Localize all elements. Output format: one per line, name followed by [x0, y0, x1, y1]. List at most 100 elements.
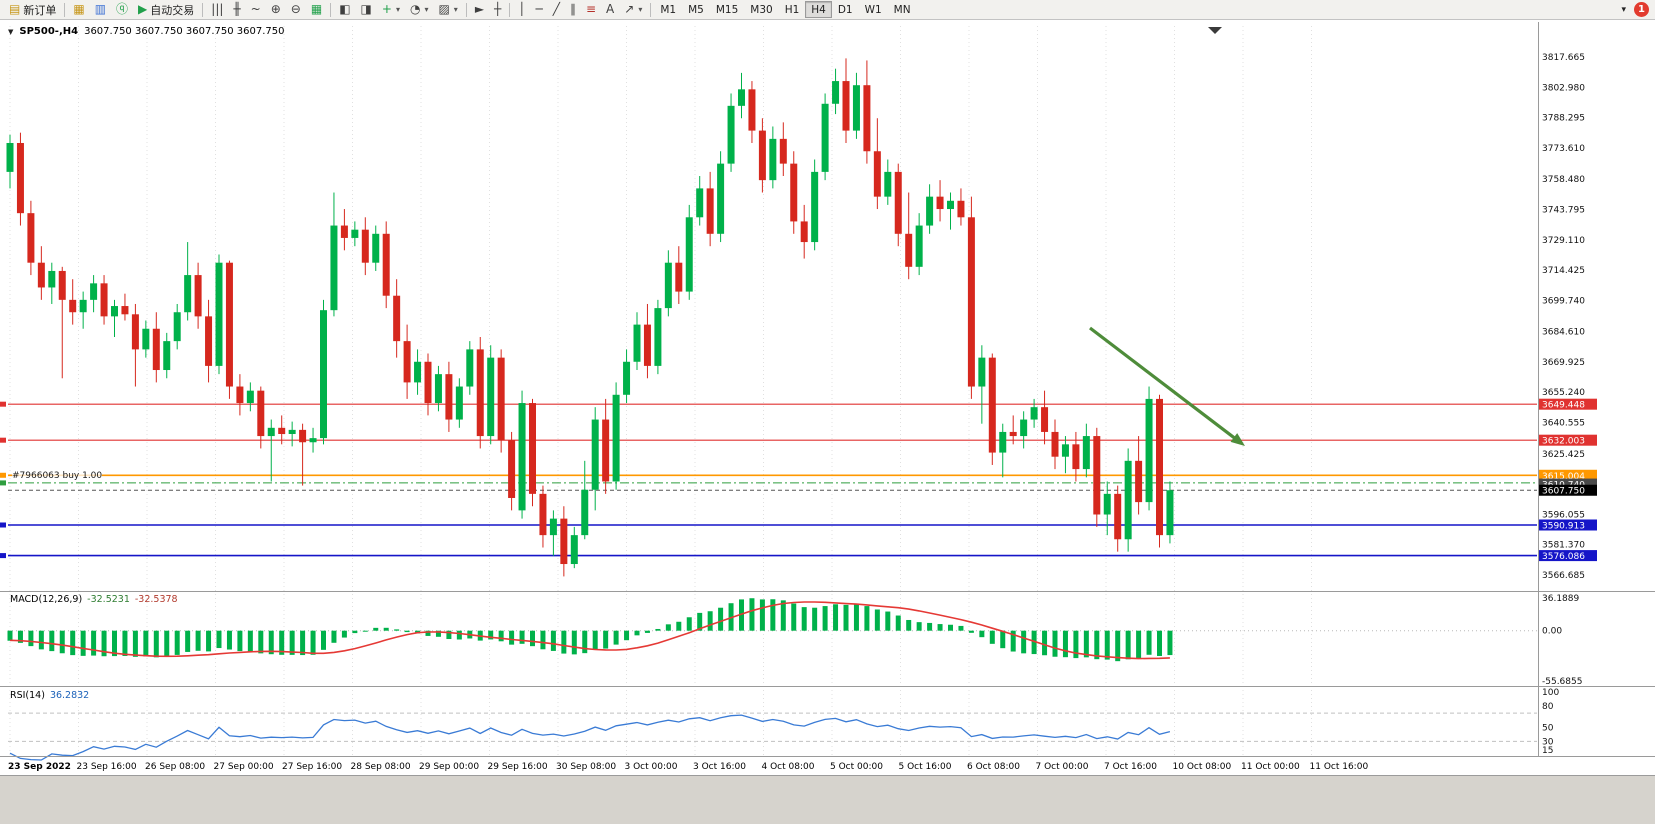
trendline-tool-button[interactable]: ╱: [548, 0, 565, 19]
timeframe-button-m1[interactable]: M1: [660, 3, 677, 16]
candle-body: [675, 262, 683, 292]
price-axis-label: 3640.555: [1542, 419, 1585, 429]
add-indicator-button[interactable]: + ▾: [377, 0, 405, 19]
auto-trading-button-label: 自动交易: [150, 3, 195, 17]
chart-window: 23 Sep 2022 23 Sep 16:00 26 Sep 08:00 27 Se…: [0, 20, 1655, 775]
time-axis-label: 29 Sep 00:00: [419, 762, 479, 772]
channel-tool-button[interactable]: ∥: [565, 0, 581, 19]
new-order-button[interactable]: ▤ 新订单: [4, 0, 61, 19]
chart-shift-button[interactable]: ◨: [356, 0, 377, 19]
time-axis-label: 10 Oct 08:00: [1173, 762, 1232, 772]
line-chart-mode-button[interactable]: ~: [246, 0, 266, 19]
time-axis-label: 3 Oct 00:00: [625, 762, 678, 772]
candle-body: [16, 142, 24, 214]
macd-histogram-bar: [341, 630, 347, 638]
macd-histogram-bar: [791, 603, 797, 631]
candle-body: [529, 403, 536, 494]
candle-body: [518, 403, 526, 511]
macd-histogram-bar: [770, 599, 776, 631]
chevron-down-icon[interactable]: ▾: [424, 5, 429, 14]
chart-window-icon-button[interactable]: ▦: [68, 0, 89, 19]
cursor-tool-button[interactable]: ►: [470, 0, 489, 19]
blue-support-line-upper-left-marker: [0, 522, 6, 528]
fibonacci-tool-button[interactable]: ≡: [581, 0, 601, 19]
chart-shift-marker[interactable]: [1208, 27, 1222, 34]
timeframe-button-h4[interactable]: H4: [805, 1, 832, 18]
price-tag-3649-448: [1539, 398, 1597, 410]
candle-body: [779, 138, 787, 164]
macd-histogram-bar: [916, 622, 922, 631]
chevron-down-icon[interactable]: ▾: [638, 5, 643, 14]
macd-histogram-bar: [644, 630, 650, 633]
macd-histogram-bar: [697, 612, 703, 631]
candle-body: [152, 328, 160, 371]
chevron-down-icon[interactable]: ▾: [395, 5, 400, 14]
line-chart-mode-icon: ~: [250, 2, 261, 16]
candle-body: [1009, 431, 1017, 437]
timeframe-button-h1[interactable]: H1: [784, 3, 800, 16]
bar-chart-mode-button[interactable]: |||: [206, 0, 228, 19]
auto-trading-button[interactable]: ▶ 自动交易: [133, 0, 199, 19]
chevron-down-icon[interactable]: ▾: [453, 5, 458, 14]
price-axis-label: 3655.240: [1542, 388, 1585, 398]
candle-body: [748, 89, 756, 131]
vertical-line-tool-button[interactable]: │: [513, 0, 530, 19]
candle-body: [131, 314, 139, 350]
market-watch-icon-button[interactable]: ▥: [90, 0, 111, 19]
zoom-out-button[interactable]: ⊖: [286, 0, 306, 19]
time-axis-label: 27 Sep 16:00: [282, 762, 342, 772]
macd-histogram-bar: [958, 625, 964, 631]
toolbar-separator: [650, 2, 652, 17]
macd-histogram-bar: [153, 630, 159, 658]
macd-histogram-bar: [989, 630, 995, 644]
notification-badge[interactable]: 1: [1634, 2, 1649, 17]
price-axis-label: 3566.685: [1542, 571, 1585, 581]
arrows-tool-button[interactable]: ↗ ▾: [619, 0, 647, 19]
macd-histogram-bar: [1042, 630, 1048, 656]
timeframe-button-m5[interactable]: M5: [688, 3, 704, 16]
macd-histogram-bar: [509, 630, 515, 645]
timeframe-button-d1[interactable]: D1: [837, 3, 853, 16]
period-icon: ◔: [409, 2, 421, 16]
candle-body: [361, 229, 369, 263]
auto-scroll-button[interactable]: ◧: [334, 0, 355, 19]
price-axis-label: 3714.425: [1542, 266, 1585, 276]
candle-body: [1145, 398, 1153, 503]
trend-arrow-head[interactable]: [1230, 433, 1245, 446]
candle-body: [915, 225, 923, 267]
metaquotes-language-icon-button[interactable]: ⓠ: [111, 0, 133, 19]
time-axis-label: 5 Oct 00:00: [830, 762, 883, 772]
chart-canvas[interactable]: 23 Sep 2022 23 Sep 16:00 26 Sep 08:00 27 Se…: [0, 20, 1655, 775]
candle-body: [79, 299, 87, 313]
macd-histogram-bar: [310, 630, 316, 655]
template-button[interactable]: ▨ ▾: [433, 0, 462, 19]
macd-histogram-bar: [216, 630, 222, 649]
crosshair-tool-button[interactable]: ┼: [489, 0, 506, 19]
candle-body: [173, 312, 181, 342]
tile-windows-button[interactable]: ▦: [306, 0, 327, 19]
timeframe-button-mn[interactable]: MN: [893, 3, 911, 16]
toolbar-overflow-button[interactable]: ▾: [1621, 4, 1626, 15]
period-button[interactable]: ◔ ▾: [405, 0, 434, 19]
timeframe-button-w1[interactable]: W1: [864, 3, 882, 16]
macd-histogram-bar: [456, 630, 462, 640]
candle-body: [926, 196, 934, 226]
macd-histogram-bar: [1146, 630, 1152, 655]
horizontal-line-tool-button[interactable]: ─: [531, 0, 548, 19]
text-tool-button[interactable]: A: [601, 0, 619, 19]
candle-body: [90, 283, 98, 300]
zoom-in-icon: ⊕: [270, 2, 281, 16]
macd-histogram-bar: [498, 630, 504, 642]
zoom-in-button[interactable]: ⊕: [266, 0, 286, 19]
timeframe-button-m30[interactable]: M30: [750, 3, 773, 16]
macd-histogram-bar: [143, 630, 149, 657]
macd-histogram-bar: [174, 630, 180, 655]
main-toolbar: ▤ 新订单 ▦ ▥ ⓠ ▶ 自动交易 ||| ╫ ~ ⊕ ⊖ ▦ ◧ ◨ + ▾ ◔ ▾ ▨ ▾ ► ┼ │ ─ ╱ ∥ ≡ A ↗ ▾ M1…: [0, 0, 1655, 20]
candle-body: [800, 221, 808, 243]
macd-histogram-bar: [226, 630, 232, 650]
time-axis-label: 23 Sep 16:00: [77, 762, 137, 772]
timeframe-button-m15[interactable]: M15: [715, 3, 739, 16]
trend-arrow-shaft[interactable]: [1089, 326, 1239, 442]
candle-body: [1114, 493, 1122, 540]
candlestick-mode-button[interactable]: ╫: [228, 0, 245, 19]
